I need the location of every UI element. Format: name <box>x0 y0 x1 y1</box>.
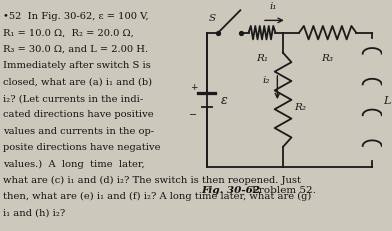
Text: i₂? (Let currents in the indi-: i₂? (Let currents in the indi- <box>3 94 143 103</box>
Text: R₁ = 10.0 Ω,  R₂ = 20.0 Ω,: R₁ = 10.0 Ω, R₂ = 20.0 Ω, <box>3 29 134 38</box>
Text: +: + <box>190 82 197 91</box>
Text: i₁: i₁ <box>270 2 277 11</box>
Text: R₃: R₃ <box>321 54 334 63</box>
Text: S: S <box>209 13 216 22</box>
Text: Fig. 30-62: Fig. 30-62 <box>201 185 260 194</box>
Text: L: L <box>384 95 391 105</box>
Text: •52  In Fig. 30-62, ε = 100 V,: •52 In Fig. 30-62, ε = 100 V, <box>3 12 149 21</box>
Text: R₃ = 30.0 Ω, and L = 2.00 H.: R₃ = 30.0 Ω, and L = 2.00 H. <box>3 45 149 54</box>
Text: R₁: R₁ <box>256 54 268 63</box>
Text: −: − <box>189 109 198 119</box>
Text: cated directions have positive: cated directions have positive <box>3 110 154 119</box>
Text: then, what are (e) i₁ and (f) i₂? A long time later, what are (g): then, what are (e) i₁ and (f) i₂? A long… <box>3 191 312 200</box>
Text: closed, what are (a) i₁ and (b): closed, what are (a) i₁ and (b) <box>3 77 152 86</box>
Text: R₂: R₂ <box>294 103 306 112</box>
Text: values.)  A  long  time  later,: values.) A long time later, <box>3 159 145 168</box>
Text: i₂: i₂ <box>262 76 270 85</box>
Text: values and currents in the op-: values and currents in the op- <box>3 126 154 135</box>
Text: Problem 52.: Problem 52. <box>252 185 316 194</box>
Text: posite directions have negative: posite directions have negative <box>3 143 161 152</box>
Text: ε: ε <box>221 94 228 107</box>
Text: Immediately after switch S is: Immediately after switch S is <box>3 61 151 70</box>
Text: i₁ and (h) i₂?: i₁ and (h) i₂? <box>3 208 65 216</box>
Text: what are (c) i₁ and (d) i₂? The switch is then reopened. Just: what are (c) i₁ and (d) i₂? The switch i… <box>3 175 301 184</box>
